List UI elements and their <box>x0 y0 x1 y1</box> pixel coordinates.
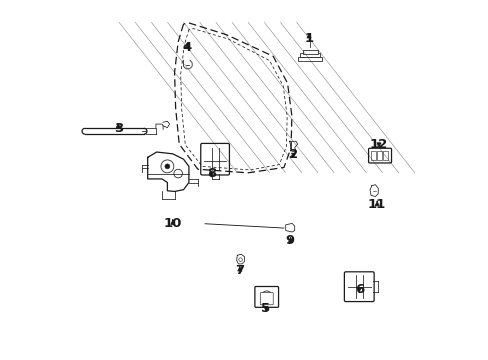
Text: 3: 3 <box>113 122 122 135</box>
FancyBboxPatch shape <box>254 287 278 307</box>
FancyBboxPatch shape <box>368 148 391 163</box>
FancyBboxPatch shape <box>260 293 273 305</box>
Text: 2: 2 <box>288 148 298 161</box>
Text: 4: 4 <box>182 41 191 54</box>
Circle shape <box>164 164 169 169</box>
FancyBboxPatch shape <box>201 143 229 175</box>
Text: 11: 11 <box>367 198 386 211</box>
Bar <box>302 50 317 54</box>
Text: 6: 6 <box>354 283 363 296</box>
Text: 9: 9 <box>285 234 294 247</box>
Text: 12: 12 <box>369 138 387 150</box>
Bar <box>383 151 387 161</box>
Text: 7: 7 <box>235 264 244 277</box>
Text: 10: 10 <box>163 216 182 230</box>
Text: 1: 1 <box>304 32 313 45</box>
Polygon shape <box>285 224 294 232</box>
Bar <box>370 151 375 161</box>
FancyBboxPatch shape <box>344 272 373 302</box>
Bar <box>376 151 382 161</box>
Bar <box>300 53 319 57</box>
Bar <box>298 57 321 61</box>
Text: 5: 5 <box>261 302 270 315</box>
Text: 8: 8 <box>206 167 216 180</box>
